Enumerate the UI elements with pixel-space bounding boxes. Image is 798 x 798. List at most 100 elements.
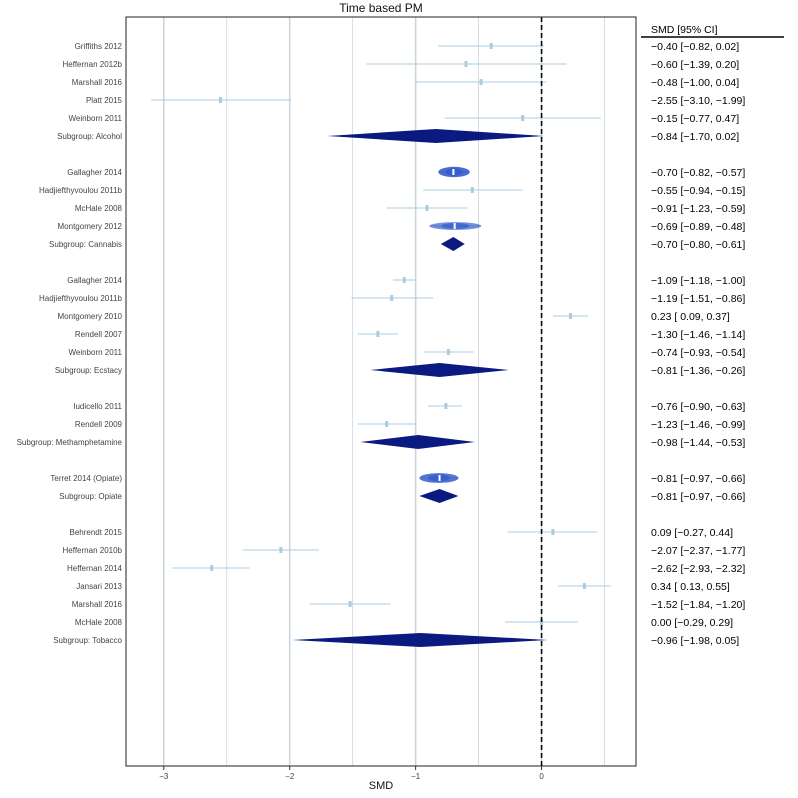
ci-column-header: SMD [95% CI] (651, 24, 718, 36)
study-label: Heffernan 2010b (63, 546, 123, 555)
ci-value: −0.60 [−1.39, 0.20] (651, 59, 739, 71)
point-estimate (452, 169, 455, 175)
subgroup-label: Subgroup: Cannabis (49, 240, 122, 249)
study-label: McHale 2008 (75, 618, 123, 627)
ci-value: −0.81 [−1.36, −0.26] (651, 365, 745, 377)
chart-title: Time based PM (339, 1, 423, 15)
study-label: Montgomery 2010 (58, 312, 123, 321)
ci-column: SMD [95% CI] −0.40 [−0.82, 0.02] −0.60 [−… (641, 24, 784, 647)
study-labels: Griffiths 2012 Heffernan 2012b Marshall 20… (17, 42, 123, 645)
ci-value: −2.62 [−2.93, −2.32] (651, 563, 745, 575)
point-estimate (479, 79, 483, 85)
point-estimate (521, 115, 525, 121)
point-estimate (279, 547, 283, 553)
point-estimate (376, 331, 380, 337)
ci-value: −0.70 [−0.82, −0.57] (651, 167, 745, 179)
subgroup-label: Subgroup: Opiate (59, 492, 122, 501)
x-tick-label: −3 (159, 772, 169, 781)
ci-value: −0.69 [−0.89, −0.48] (651, 221, 745, 233)
x-tick-label: −1 (411, 772, 421, 781)
study-label: Heffernan 2012b (63, 60, 123, 69)
study-label: Rendell 2007 (75, 330, 123, 339)
ci-value: −0.74 [−0.93, −0.54] (651, 347, 745, 359)
ci-value: −0.91 [−1.23, −0.59] (651, 203, 745, 215)
subgroup-label: Subgroup: Methamphetamine (17, 438, 123, 447)
ci-value: 0.00 [−0.29, 0.29] (651, 617, 733, 629)
point-estimate (402, 277, 406, 283)
point-estimate (470, 187, 474, 193)
plot-panel-border (125, 16, 637, 767)
point-estimate (218, 97, 222, 103)
study-label: Weinborn 2011 (68, 348, 122, 357)
summary-diamond (440, 237, 465, 251)
study-label: Iudicello 2011 (73, 402, 122, 411)
study-label: Marshall 2016 (72, 600, 123, 609)
ci-value: −1.19 [−1.51, −0.86] (651, 293, 745, 305)
x-axis: SMD −3 −2 −1 0 (159, 766, 544, 792)
study-label: Platt 2015 (86, 96, 123, 105)
subgroup-label: Subgroup: Alcohol (57, 132, 122, 141)
summary-diamond (327, 129, 545, 143)
study-label: Gallagher 2014 (67, 168, 122, 177)
ci-value: −0.96 [−1.98, 0.05] (651, 635, 739, 647)
point-estimate (551, 529, 555, 535)
point-estimate (425, 205, 429, 211)
subgroup-label: Subgroup: Ecstacy (55, 366, 122, 375)
study-label: McHale 2008 (75, 204, 123, 213)
summary-diamond (360, 435, 475, 449)
ci-value: −0.84 [−1.70, 0.02] (651, 131, 739, 143)
ci-value: −0.70 [−0.80, −0.61] (651, 239, 745, 251)
study-label: Hadjiefthyvoulou 2011b (39, 186, 123, 195)
x-tick-label: 0 (539, 772, 544, 781)
x-tick-label: −2 (285, 772, 295, 781)
study-label: Montgomery 2012 (58, 222, 123, 231)
study-label: Jansari 2013 (76, 582, 122, 591)
study-label: Gallagher 2014 (67, 276, 122, 285)
ci-value: −0.81 [−0.97, −0.66] (651, 473, 745, 485)
study-label: Behrendt 2015 (70, 528, 123, 537)
ci-value: −2.55 [−3.10, −1.99] (651, 95, 745, 107)
ci-value: −0.15 [−0.77, 0.47] (651, 113, 739, 125)
point-estimate (444, 403, 448, 409)
point-estimate (385, 421, 389, 427)
summary-diamond (370, 363, 509, 377)
study-label: Rendell 2009 (75, 420, 123, 429)
ci-value: −0.81 [−0.97, −0.66] (651, 491, 745, 503)
ci-value: −1.23 [−1.46, −0.99] (651, 419, 745, 431)
point-estimate (453, 223, 456, 229)
study-label: Terret 2014 (Opiate) (50, 474, 122, 483)
ci-value: −2.07 [−2.37, −1.77] (651, 545, 745, 557)
ci-value: −1.30 [−1.46, −1.14] (651, 329, 745, 341)
plot-marks (125, 16, 637, 767)
point-estimate (390, 295, 394, 301)
point-estimate (464, 61, 468, 67)
point-estimate (210, 565, 214, 571)
summary-diamond (419, 489, 459, 503)
ci-value: −1.09 [−1.18, −1.00] (651, 275, 745, 287)
ci-value: −1.52 [−1.84, −1.20] (651, 599, 745, 611)
x-axis-title: SMD (369, 780, 394, 792)
point-estimate (489, 43, 493, 49)
ci-value: −0.98 [−1.44, −0.53] (651, 437, 745, 449)
ci-value: 0.09 [−0.27, 0.44] (651, 527, 733, 539)
subgroup-label: Subgroup: Tobacco (53, 636, 122, 645)
ci-value: −0.40 [−0.82, 0.02] (651, 41, 739, 53)
point-estimate (569, 313, 573, 319)
study-label: Hadjiefthyvoulou 2011b (39, 294, 123, 303)
point-estimate (582, 583, 586, 589)
study-label: Griffiths 2012 (75, 42, 123, 51)
ci-value: −0.76 [−0.90, −0.63] (651, 401, 745, 413)
study-label: Marshall 2016 (72, 78, 123, 87)
study-label: Weinborn 2011 (68, 114, 122, 123)
ci-value: −0.55 [−0.94, −0.15] (651, 185, 745, 197)
ci-value: −0.48 [−1.00, 0.04] (651, 77, 739, 89)
ci-value: 0.34 [ 0.13, 0.55] (651, 581, 730, 593)
point-estimate (446, 349, 450, 355)
point-estimate (348, 601, 352, 607)
study-label: Heffernan 2014 (67, 564, 123, 573)
point-estimate (438, 475, 441, 481)
ci-value: 0.23 [ 0.09, 0.37] (651, 311, 730, 323)
summary-diamond (292, 633, 548, 647)
gridlines (162, 17, 605, 766)
